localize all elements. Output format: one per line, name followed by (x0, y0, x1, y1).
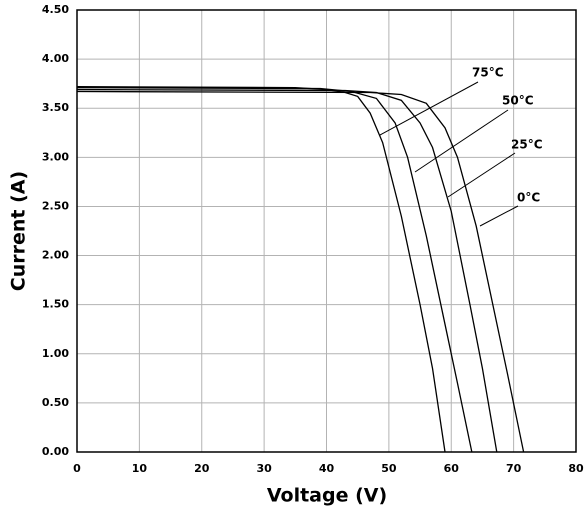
x-tick-label: 20 (194, 462, 210, 475)
x-tick-label: 70 (506, 462, 522, 475)
y-tick-label: 4.00 (42, 52, 69, 65)
x-tick-label: 60 (444, 462, 460, 475)
x-tick-label: 80 (568, 462, 584, 475)
y-tick-label: 2.00 (42, 249, 69, 262)
y-tick-label: 4.50 (42, 3, 69, 16)
y-tick-label: 2.50 (42, 199, 69, 212)
leader-line (479, 205, 519, 227)
curve-label: 75°C (472, 66, 504, 80)
plot-frame (76, 9, 577, 453)
y-tick-label: 0.50 (42, 396, 69, 409)
iv-curve (76, 88, 498, 453)
x-axis-title: Voltage (V) (267, 485, 387, 507)
y-tick-label: 3.50 (42, 101, 69, 114)
y-tick-label: 3.00 (42, 150, 69, 163)
x-tick-label: 30 (256, 462, 272, 475)
x-tick-label: 40 (319, 462, 335, 475)
y-tick-label: 0.00 (42, 445, 69, 458)
x-tick-label: 0 (73, 462, 81, 475)
y-tick-label: 1.50 (42, 298, 69, 311)
x-tick-label: 10 (132, 462, 148, 475)
y-tick-label: 1.00 (42, 347, 69, 360)
curve-label: 50°C (502, 94, 534, 108)
leader-line (447, 152, 516, 198)
leader-line (414, 109, 509, 173)
x-tick-label: 50 (381, 462, 397, 475)
iv-curve (76, 90, 525, 453)
iv-curve (76, 85, 446, 453)
y-axis-title: Current (A) (8, 171, 30, 291)
curve-label: 0°C (517, 191, 540, 205)
curve-label: 25°C (511, 138, 543, 152)
